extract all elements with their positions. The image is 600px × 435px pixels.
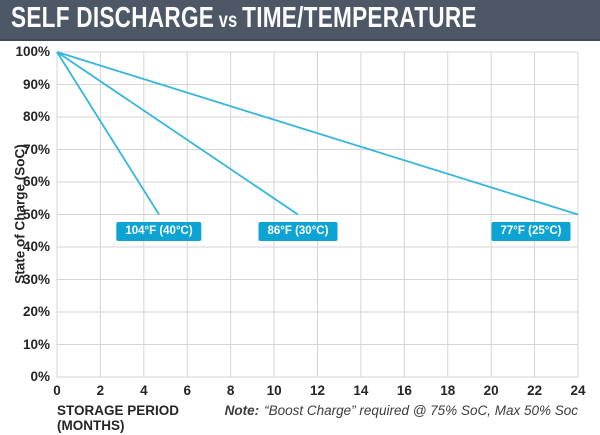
- x-tick-label: 14: [353, 383, 369, 398]
- series-label-3: 77°F (25°C): [491, 221, 571, 242]
- series-label-1: 104°F (40°C): [116, 221, 202, 242]
- title-vs: vs: [218, 8, 238, 32]
- x-tick-label: 8: [226, 383, 235, 398]
- title-part1: SELF DISCHARGE: [11, 1, 215, 34]
- footnote: Note: “Boost Charge” required @ 75% SoC, …: [225, 403, 578, 418]
- x-tick-label: 16: [396, 383, 412, 398]
- footnote-text: “Boost Charge” required @ 75% SoC, Max 5…: [264, 403, 578, 418]
- y-tick-label: 90%: [22, 76, 50, 92]
- title-bar: SELF DISCHARGE vs TIME/TEMPERATURE: [0, 0, 600, 41]
- y-tick-label: 40%: [22, 239, 50, 254]
- y-tick-label: 100%: [15, 44, 50, 59]
- x-tick-label: 2: [96, 383, 105, 398]
- y-tick-label: 30%: [22, 271, 50, 287]
- y-tick-label: 10%: [22, 336, 50, 352]
- y-tick-label: 50%: [22, 206, 50, 222]
- x-tick-label: 10: [266, 383, 282, 398]
- y-tick-label: 20%: [22, 304, 50, 319]
- y-tick-label: 60%: [22, 174, 50, 189]
- x-axis-caption-row: STORAGE PERIOD (MONTHS) Note: “Boost Char…: [57, 403, 578, 433]
- series-label-2: 86°F (30°C): [258, 221, 338, 242]
- x-tick-label: 6: [183, 383, 191, 398]
- footnote-label: Note:: [224, 403, 260, 418]
- x-tick-label: 12: [309, 383, 326, 398]
- y-tick-label: 70%: [22, 141, 50, 157]
- y-tick-label: 80%: [22, 109, 50, 124]
- x-tick-label: 4: [140, 383, 148, 398]
- x-axis-title: STORAGE PERIOD (MONTHS): [57, 403, 180, 433]
- title-part2: TIME/TEMPERATURE: [242, 1, 477, 34]
- x-tick-label: 22: [527, 383, 543, 398]
- x-tick-label: 0: [53, 383, 61, 398]
- x-tick-label: 24: [570, 383, 586, 398]
- page-title: SELF DISCHARGE vs TIME/TEMPERATURE: [11, 1, 477, 36]
- x-tick-label: 20: [483, 383, 499, 398]
- x-tick-label: 18: [440, 383, 456, 398]
- y-tick-label: 0%: [30, 369, 50, 384]
